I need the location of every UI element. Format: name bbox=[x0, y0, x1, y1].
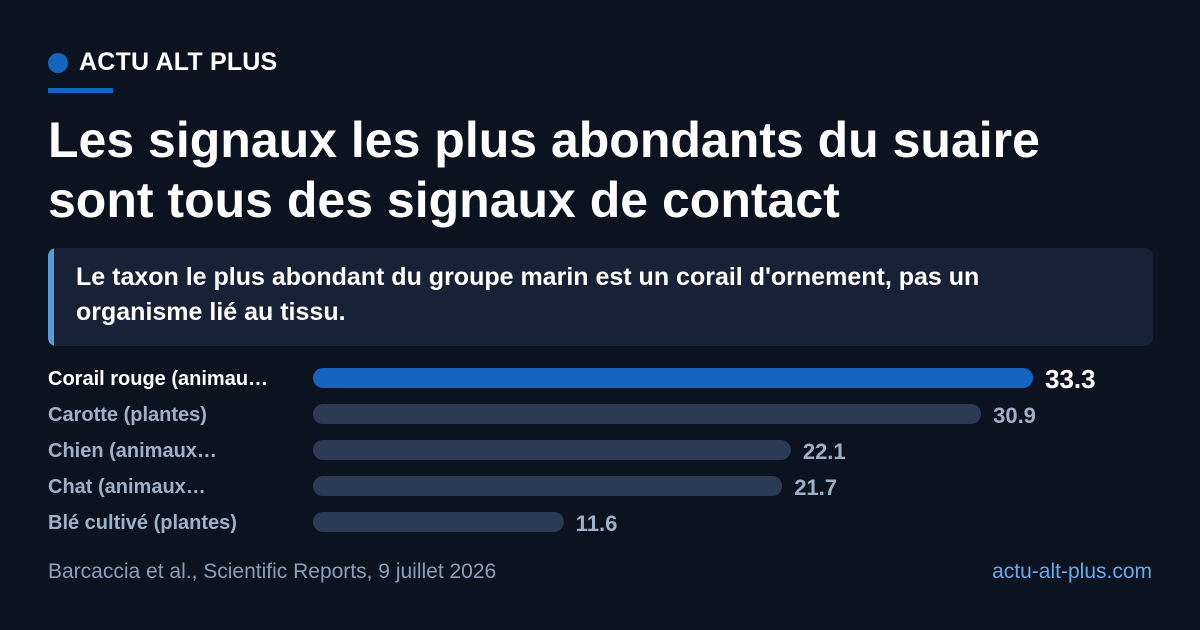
category-label: Chien (animaux… bbox=[48, 440, 217, 462]
bar bbox=[313, 368, 1033, 388]
bar-chart: Corail rouge (animau… 33.3 Carotte (plante… bbox=[48, 364, 1096, 536]
callout-box: Le taxon le plus abondant du groupe mari… bbox=[48, 248, 1153, 346]
bar bbox=[313, 476, 783, 496]
callout-text: Le taxon le plus abondant du groupe mari… bbox=[76, 263, 980, 326]
category-label: Blé cultivé (plantes) bbox=[48, 512, 237, 534]
brand-name: ACTU ALT PLUS bbox=[79, 48, 278, 76]
bar bbox=[313, 512, 564, 532]
headline: Les signaux les plus abondants du suaire… bbox=[48, 112, 1040, 228]
bar bbox=[313, 404, 982, 424]
category-label: Carotte (plantes) bbox=[48, 404, 207, 426]
footer-site-link[interactable]: actu-alt-plus.com bbox=[992, 560, 1152, 583]
category-label: Corail rouge (animau… bbox=[48, 368, 268, 390]
footer-source: Barcaccia et al., Scientific Reports, 9 … bbox=[48, 560, 497, 583]
brand-dot-icon bbox=[48, 52, 68, 73]
value-label: 11.6 bbox=[576, 511, 618, 536]
category-label: Chat (animaux… bbox=[48, 476, 206, 498]
value-label: 21.7 bbox=[794, 475, 837, 500]
value-label: 22.1 bbox=[803, 439, 846, 464]
brand-underline bbox=[48, 88, 113, 93]
callout-accent-bar bbox=[48, 248, 54, 346]
bar bbox=[313, 440, 791, 460]
value-label: 30.9 bbox=[993, 403, 1036, 428]
value-label: 33.3 bbox=[1045, 364, 1096, 394]
brand: ACTU ALT PLUS bbox=[48, 48, 277, 77]
